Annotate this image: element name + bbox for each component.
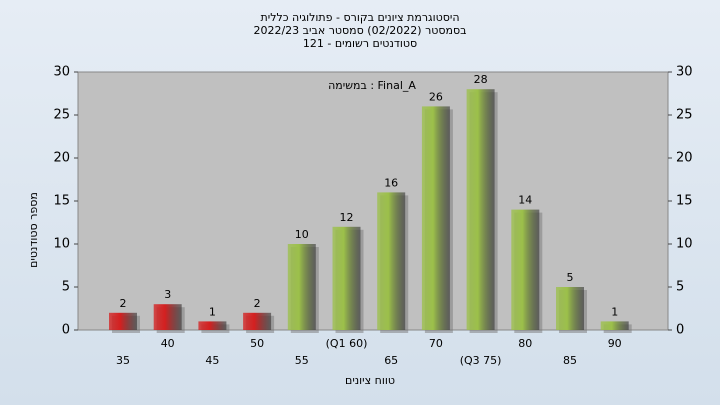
bar bbox=[243, 312, 272, 330]
y2-tick-label: 5 bbox=[676, 280, 684, 295]
y2-tick-label: 15 bbox=[676, 194, 693, 209]
value-label: 3 bbox=[164, 288, 171, 301]
y-tick-label: 15 bbox=[53, 194, 70, 209]
x-axis-label: טווח ציונים bbox=[345, 374, 395, 387]
x-tick-label: 35 bbox=[116, 354, 130, 367]
value-label: 26 bbox=[429, 90, 443, 103]
x-tick-label: 90 bbox=[608, 337, 622, 350]
bar bbox=[198, 321, 227, 330]
value-label: 16 bbox=[384, 176, 398, 189]
bar bbox=[109, 312, 137, 330]
x-tick-label: (Q1 60) bbox=[326, 337, 368, 350]
y-tick-label: 30 bbox=[53, 65, 70, 80]
y-tick-label: 25 bbox=[53, 108, 70, 123]
value-label: 1 bbox=[611, 305, 618, 318]
value-label: 2 bbox=[120, 297, 127, 310]
y-tick-label: 0 bbox=[62, 323, 70, 338]
y-tick-label: 20 bbox=[53, 151, 70, 166]
annotation: במשימה : Final_A bbox=[328, 79, 416, 92]
bar bbox=[600, 321, 629, 330]
bar bbox=[153, 304, 182, 330]
y2-tick-label: 20 bbox=[676, 151, 693, 166]
x-tick-label: 70 bbox=[429, 337, 443, 350]
y-axis-label: מספר סטודנטים bbox=[27, 192, 40, 268]
bar bbox=[332, 226, 361, 330]
x-tick-label: 55 bbox=[295, 354, 309, 367]
x-tick-label: 85 bbox=[563, 354, 577, 367]
y2-tick-label: 10 bbox=[676, 237, 693, 252]
y2-tick-label: 0 bbox=[676, 323, 684, 338]
bar bbox=[466, 89, 495, 330]
y-tick-label: 5 bbox=[62, 280, 70, 295]
x-tick-label: 50 bbox=[250, 337, 264, 350]
bar bbox=[377, 192, 406, 330]
title-line: היסטוגרמת ציונים בקורס - פתולוגיה כללית bbox=[261, 11, 460, 24]
bar bbox=[287, 244, 316, 330]
title-line: בסמסטר (02/2022) סמסטר אביב 2022/23 bbox=[253, 24, 466, 37]
value-label: 2 bbox=[254, 297, 261, 310]
value-label: 14 bbox=[518, 194, 532, 207]
value-label: 28 bbox=[474, 73, 488, 86]
value-label: 5 bbox=[567, 271, 574, 284]
y-tick-label: 10 bbox=[53, 237, 70, 252]
x-tick-label: 45 bbox=[205, 354, 219, 367]
title-line: סטודנטים רשומים - 121 bbox=[303, 37, 417, 50]
x-tick-label: 65 bbox=[384, 354, 398, 367]
y2-tick-label: 30 bbox=[676, 65, 693, 80]
value-label: 12 bbox=[340, 211, 354, 224]
y2-tick-label: 25 bbox=[676, 108, 693, 123]
x-tick-label: 40 bbox=[161, 337, 175, 350]
value-label: 10 bbox=[295, 228, 309, 241]
x-tick-label: 80 bbox=[518, 337, 532, 350]
bar bbox=[556, 287, 584, 330]
x-tick-label: (Q3 75) bbox=[460, 354, 502, 367]
bar bbox=[421, 106, 450, 331]
value-label: 1 bbox=[209, 305, 216, 318]
bar bbox=[511, 209, 540, 330]
